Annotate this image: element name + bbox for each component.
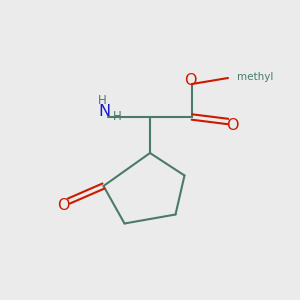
Text: H: H [113,110,122,124]
Text: N: N [98,104,110,119]
Text: O: O [184,73,197,88]
Text: methyl: methyl [237,71,273,82]
Text: H: H [98,94,106,107]
Text: O: O [226,118,238,134]
Text: O: O [57,198,69,213]
